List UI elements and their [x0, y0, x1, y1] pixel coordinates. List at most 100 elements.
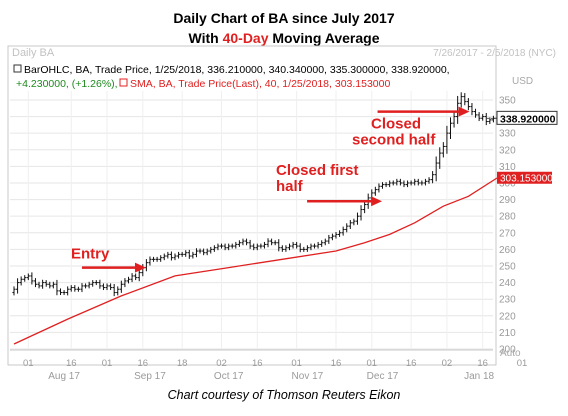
ohlc-bar	[116, 286, 120, 296]
ohlc-bar	[237, 240, 241, 247]
ohlc-bar	[176, 251, 181, 259]
ohlc-bar	[69, 285, 73, 292]
ohlc-bar	[123, 278, 127, 288]
ohlc-bar	[359, 205, 363, 221]
ohlc-bar	[330, 233, 335, 241]
ohlc-bar	[151, 256, 156, 262]
ohlc-bar	[58, 288, 63, 296]
ohlc-bar	[391, 180, 395, 186]
ohlc-bars	[12, 92, 499, 297]
ohlc-bar	[409, 180, 413, 186]
x-month-label: Sep 17	[134, 371, 166, 382]
ohlc-bar	[87, 281, 91, 289]
ohlc-bar	[295, 241, 299, 249]
ohlc-bar	[33, 278, 38, 288]
ohlc-bar	[334, 231, 338, 239]
y-tick-label: 280	[499, 212, 516, 223]
ohlc-bar	[198, 248, 202, 254]
x-axis: 01 16 01 16 18 02 16 01 16 01 16 02 16 01 Aug 17 Sep 17…	[10, 349, 528, 382]
x-month-label: Oct 17	[214, 371, 244, 382]
ohlc-bar	[191, 251, 195, 259]
closed-second-label-2: second half	[352, 132, 436, 149]
ohlc-bar	[94, 280, 98, 286]
ohlc-bar	[398, 178, 402, 186]
ohlc-bar	[273, 240, 277, 246]
ohlc-bar	[355, 212, 360, 225]
ohlc-bar	[402, 180, 406, 188]
x-tick-label: 16	[252, 358, 263, 369]
subtitle-highlight: 40-Day	[222, 30, 269, 46]
ohlc-bar	[76, 286, 80, 292]
ohlc-bar	[373, 186, 377, 196]
chart-frame	[7, 45, 497, 366]
closed-first-label: Closed first	[276, 162, 359, 179]
y-tick-label: 300	[499, 178, 516, 189]
ohlc-bar	[112, 283, 116, 297]
sma-value-box	[497, 171, 552, 184]
y-tick-label: 220	[499, 311, 516, 322]
x-month-label: Dec 17	[367, 371, 399, 382]
x-tick-label: 16	[406, 358, 417, 369]
x-tick-label: 18	[177, 358, 188, 369]
ohlc-bar	[484, 112, 488, 126]
ohlc-bar	[166, 251, 170, 259]
ohlc-bar	[252, 243, 256, 251]
grid	[10, 90, 493, 350]
y-tick-label: 330	[499, 129, 516, 140]
last-value-labels: 338.920000 303.153000	[487, 110, 558, 185]
ohlc-bar	[316, 241, 320, 249]
ohlc-bar	[230, 243, 234, 249]
ohlc-bar	[466, 98, 470, 111]
ohlc-bar	[491, 115, 496, 123]
y-tick-label: 310	[499, 162, 516, 173]
x-month-label: Aug 17	[48, 371, 80, 382]
ohlc-bar	[66, 286, 70, 296]
price-chart: Daily BA 7/26/2017 - 2/5/2018 (NYC) BarO…	[7, 45, 558, 382]
ohlc-bar	[337, 230, 342, 237]
ohlc-bar	[219, 243, 224, 249]
sma-value-label: 303.153000	[500, 174, 553, 185]
ohlc-bar	[244, 238, 249, 246]
ohlc-bar	[323, 238, 327, 246]
y-tick-label: 230	[499, 295, 516, 306]
x-tick-label: 02	[442, 358, 453, 369]
ohlc-bar	[19, 276, 23, 286]
arrow-head	[134, 262, 146, 273]
x-tick-label: 01	[291, 358, 302, 369]
ohlc-bar	[48, 281, 52, 289]
ohlc-bar	[434, 156, 438, 182]
ohlc-bar	[341, 226, 345, 236]
x-tick-label: 01	[517, 358, 528, 369]
ohlc-bar	[15, 278, 20, 294]
ohlc-bar	[277, 239, 281, 252]
x-month-label: Jan 18	[464, 371, 494, 382]
ohlc-bar	[305, 245, 309, 252]
ohlc-bar	[12, 286, 16, 296]
ohlc-bar	[187, 249, 191, 259]
ohlc-bar	[266, 238, 270, 248]
x-tick-label: 16	[477, 358, 488, 369]
ohlc-bar	[41, 279, 45, 289]
ohlc-bar	[126, 276, 131, 284]
ohlc-bar	[80, 283, 84, 293]
x-tick-label: 16	[138, 358, 149, 369]
ohlc-bar	[26, 273, 30, 281]
subtitle-prefix: With	[188, 30, 223, 46]
legend-line1: BarOHLC, BA, Trade Price, 1/25/2018, 336…	[24, 64, 450, 76]
ohlc-bar	[173, 253, 177, 261]
ohlc-bar	[352, 218, 356, 226]
y-tick-label: 260	[499, 245, 516, 256]
ohlc-bar	[448, 117, 453, 139]
ohlc-bar	[83, 283, 88, 289]
entry-label: Entry	[71, 246, 110, 263]
ohlc-bar	[345, 223, 349, 233]
ohlc-bar	[452, 112, 456, 128]
ohlc-bar	[255, 243, 259, 251]
ohlc-bar	[109, 283, 113, 291]
x-tick-label: 01	[23, 358, 34, 369]
ohlc-bar	[162, 253, 166, 261]
ohlc-bar	[312, 243, 317, 249]
last-price-box	[496, 110, 558, 125]
sma-line	[13, 177, 498, 345]
